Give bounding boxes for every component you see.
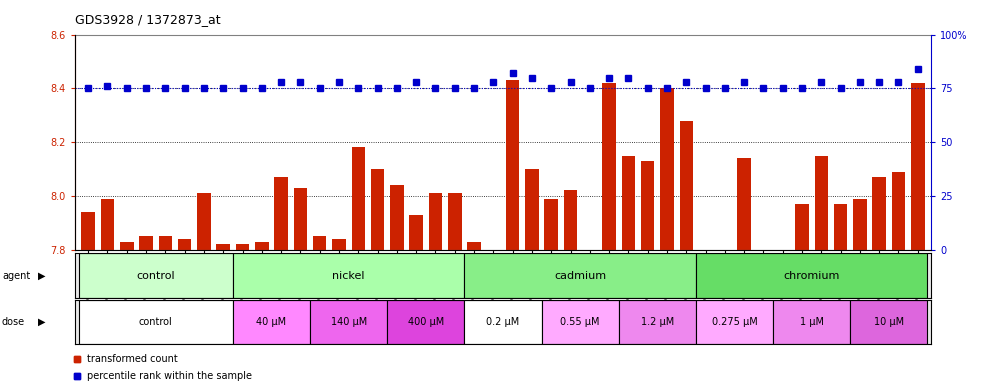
- Bar: [467, 242, 481, 250]
- Bar: [387, 300, 464, 344]
- Text: control: control: [136, 270, 175, 281]
- Bar: [371, 169, 384, 250]
- Bar: [872, 177, 885, 250]
- Text: GDS3928 / 1372873_at: GDS3928 / 1372873_at: [75, 13, 220, 26]
- Bar: [622, 156, 635, 250]
- Bar: [390, 185, 403, 250]
- Bar: [911, 83, 924, 250]
- Bar: [428, 193, 442, 250]
- Bar: [464, 300, 542, 344]
- Bar: [233, 253, 464, 298]
- Bar: [506, 80, 519, 250]
- Bar: [583, 250, 597, 258]
- Bar: [236, 244, 249, 250]
- Bar: [158, 236, 172, 250]
- Text: transformed count: transformed count: [87, 354, 177, 364]
- Bar: [333, 239, 346, 250]
- Bar: [603, 83, 616, 250]
- Bar: [737, 158, 751, 250]
- Text: 400 μM: 400 μM: [407, 316, 444, 327]
- Text: 0.2 μM: 0.2 μM: [486, 316, 520, 327]
- Bar: [696, 253, 927, 298]
- Bar: [82, 212, 95, 250]
- Text: 40 μM: 40 μM: [256, 316, 287, 327]
- Bar: [310, 300, 387, 344]
- Bar: [679, 121, 693, 250]
- Bar: [197, 193, 211, 250]
- Bar: [216, 244, 230, 250]
- Bar: [891, 172, 905, 250]
- Bar: [352, 147, 366, 250]
- Bar: [699, 250, 712, 252]
- Bar: [757, 250, 770, 258]
- Bar: [274, 177, 288, 250]
- Bar: [487, 250, 500, 252]
- Bar: [294, 188, 307, 250]
- Bar: [313, 236, 327, 250]
- Text: 0.275 μM: 0.275 μM: [711, 316, 757, 327]
- Bar: [718, 250, 732, 255]
- Bar: [542, 300, 619, 344]
- Bar: [564, 190, 578, 250]
- Text: cadmium: cadmium: [554, 270, 607, 281]
- Bar: [101, 199, 115, 250]
- Bar: [409, 215, 423, 250]
- Bar: [773, 300, 851, 344]
- Bar: [525, 169, 539, 250]
- Bar: [854, 199, 867, 250]
- Text: ▶: ▶: [38, 316, 46, 327]
- Bar: [619, 300, 696, 344]
- Bar: [255, 242, 269, 250]
- Bar: [660, 88, 673, 250]
- Text: dose: dose: [2, 316, 25, 327]
- Text: 140 μM: 140 μM: [331, 316, 367, 327]
- Bar: [696, 300, 773, 344]
- Bar: [640, 161, 654, 250]
- Text: control: control: [138, 316, 172, 327]
- Text: percentile rank within the sample: percentile rank within the sample: [87, 371, 252, 381]
- Bar: [851, 300, 927, 344]
- Bar: [121, 242, 133, 250]
- Bar: [448, 193, 461, 250]
- Bar: [79, 253, 233, 298]
- Bar: [815, 156, 828, 250]
- Bar: [178, 239, 191, 250]
- Bar: [545, 199, 558, 250]
- Text: nickel: nickel: [333, 270, 365, 281]
- Text: 1.2 μM: 1.2 μM: [640, 316, 674, 327]
- Text: chromium: chromium: [784, 270, 840, 281]
- Bar: [79, 300, 233, 344]
- Bar: [795, 204, 809, 250]
- Bar: [139, 236, 152, 250]
- Bar: [233, 300, 310, 344]
- Text: agent: agent: [2, 270, 30, 281]
- Bar: [834, 204, 848, 250]
- Text: 1 μM: 1 μM: [800, 316, 824, 327]
- Text: 10 μM: 10 μM: [873, 316, 904, 327]
- Text: 0.55 μM: 0.55 μM: [561, 316, 600, 327]
- Text: ▶: ▶: [38, 270, 46, 281]
- Bar: [464, 253, 696, 298]
